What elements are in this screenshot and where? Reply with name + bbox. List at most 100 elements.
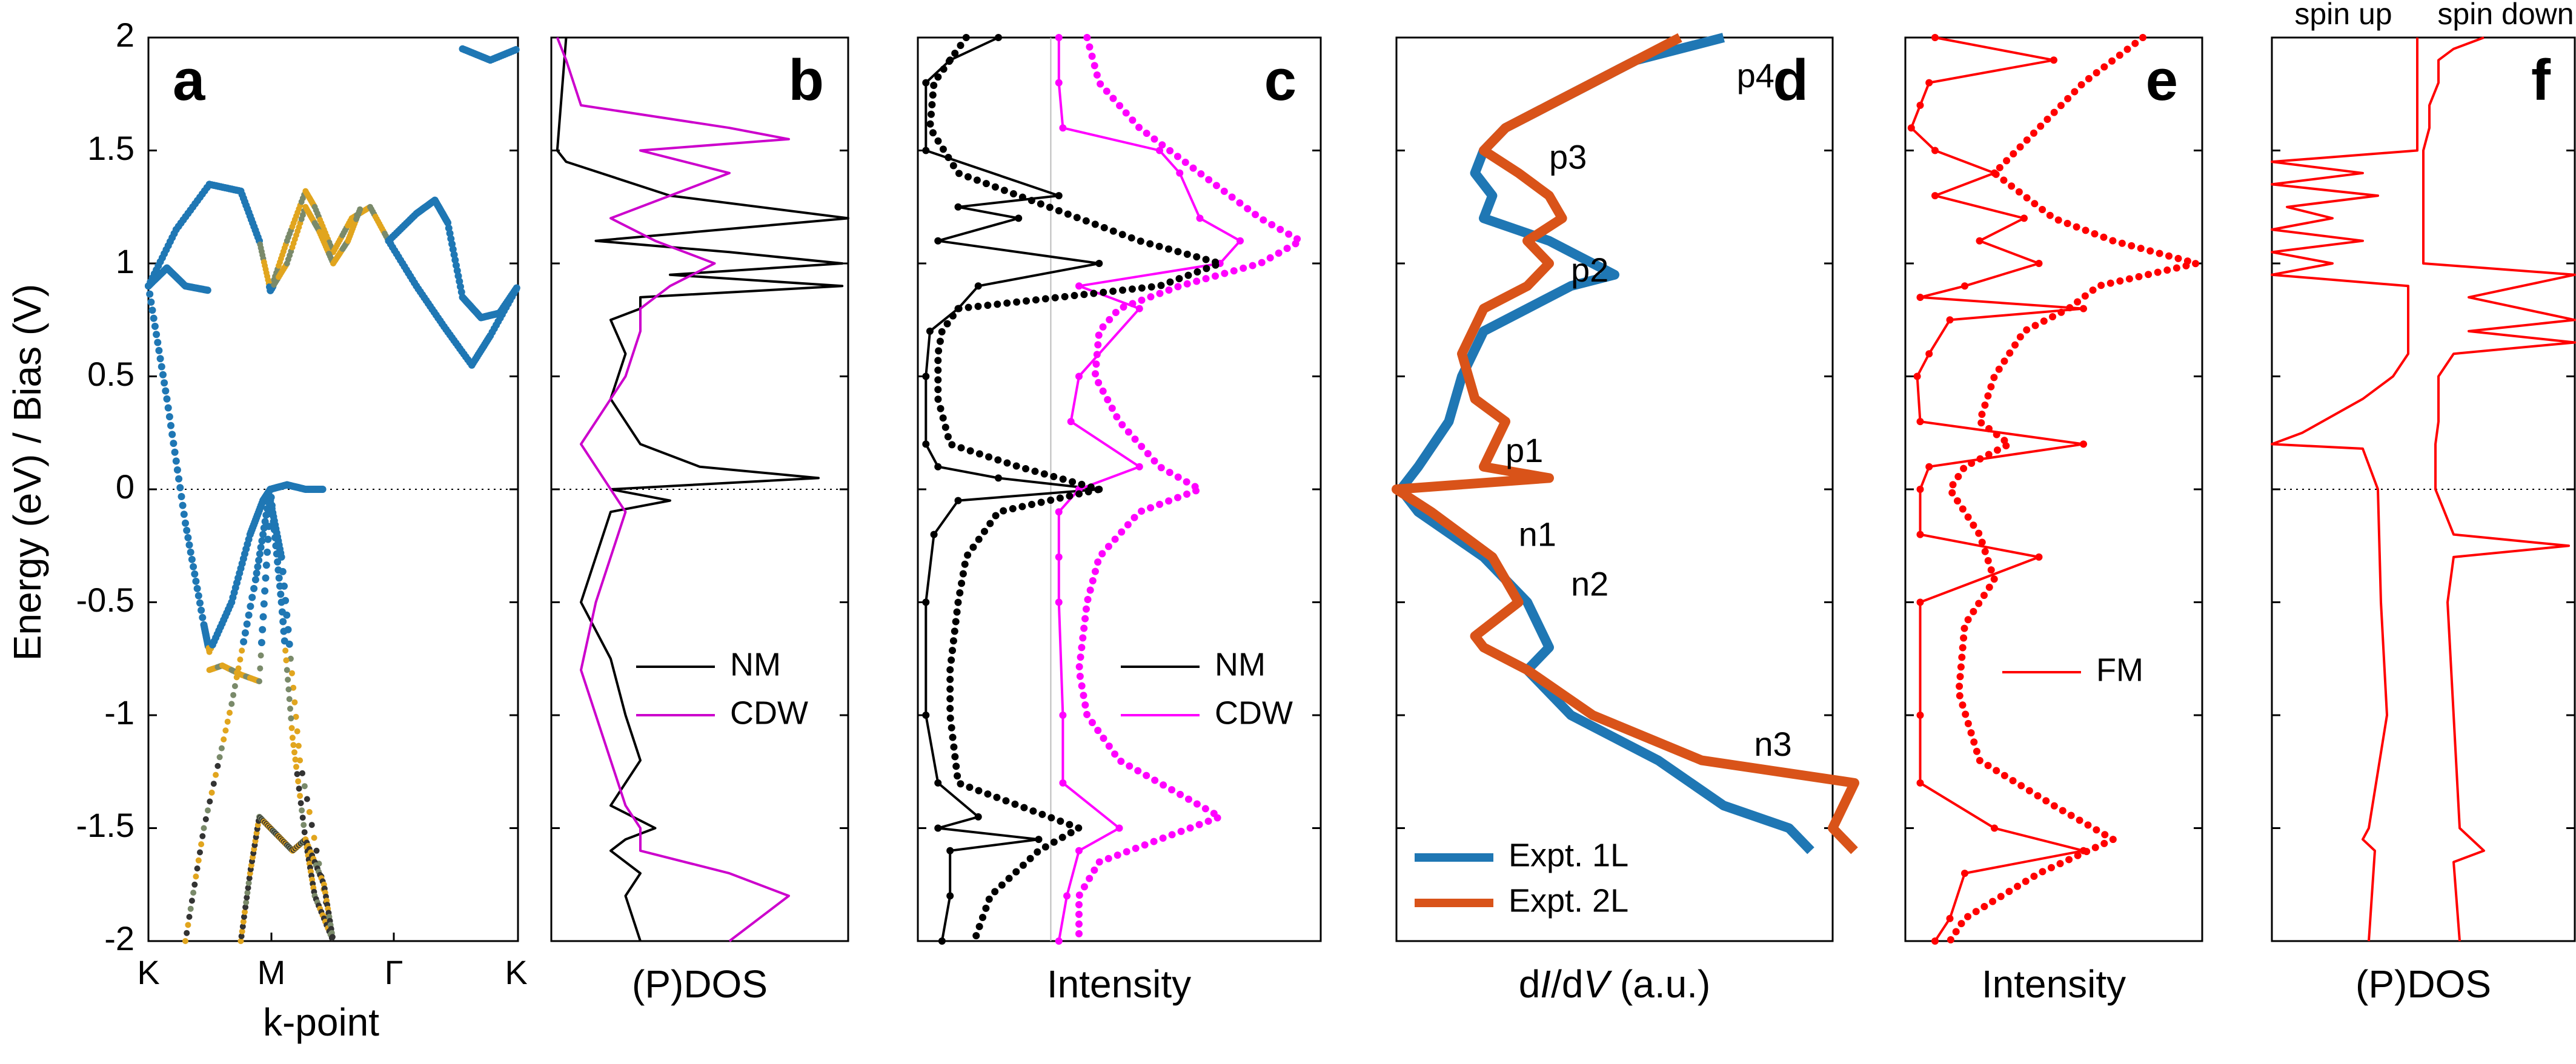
series-nm-point [922,598,930,606]
band-point [291,749,297,756]
band-point [188,897,195,904]
band-point [311,834,317,841]
series-cdw-point [1067,418,1075,426]
series-fm-point [1916,779,1924,787]
band-point [210,781,217,787]
band-point [185,541,193,549]
series-nm-point [1015,214,1023,222]
series-nm-point [922,440,930,448]
series-nm-point [954,497,962,504]
panel-f-marks [2271,36,2576,942]
panel-d-x-title-prefix: d [1519,962,1541,1006]
panel-d-x-title-voltage: V [1583,962,1612,1006]
series-cdw-point [1059,779,1067,787]
series-fm-point [1931,192,1939,200]
band-point [308,822,315,828]
band-point [279,618,287,626]
peak-label-p3: p3 [1549,137,1587,176]
panel-a-band-structure: a K M Γ K k-point [137,36,528,1044]
band-point [151,322,159,330]
series-spin-down-curve [2422,36,2576,942]
series-cdw-point [1055,34,1063,41]
band-point [159,371,167,378]
series-fm-point [1961,870,1968,877]
band-point [329,934,336,940]
series-nm-point [974,282,982,290]
peak-label-p4: p4 [1737,56,1774,94]
band-point [204,286,211,294]
series-unnamed-3-curve [1075,34,1309,945]
band-point [197,849,203,856]
band-point [277,598,285,606]
band-point [165,413,173,421]
band-point [231,683,238,689]
band-point [270,526,278,534]
series-cdw-point [1075,372,1083,380]
band-point [199,613,207,621]
band-point [245,880,252,887]
band-point [239,928,245,934]
series-cdw-point [1059,712,1067,719]
peak-label-n3: n3 [1754,725,1791,763]
panel-b-marks [551,36,849,942]
band-point [233,674,240,681]
band-point [261,587,269,595]
band-point [271,534,279,541]
band-point [294,771,300,778]
y-tick-label: -2 [104,919,134,957]
band-point [164,404,172,412]
band-point [280,627,288,635]
panel-e-marks [1905,34,2202,945]
band-point [251,576,259,584]
series-cdw-point [1135,305,1143,312]
band-point [245,611,253,619]
series-fm-point [1916,712,1924,719]
band-point [270,518,277,526]
band-point [148,306,156,314]
panel-d-x-title-mid: /d [1551,962,1583,1006]
band-point [168,431,176,438]
band-point [153,331,161,339]
band-series-12 [237,813,336,944]
panel-b-frame [550,36,849,942]
y-tick-label: -1 [104,693,134,732]
band-point [194,865,201,872]
panel-b-dos: b NM CDW (P)DOS [550,36,849,1006]
band-point [301,783,308,790]
band-point [175,475,183,483]
series-unnamed-3 [1075,34,1309,945]
panel-f-header-spin-up: spin up [2294,0,2392,31]
series-fm-point [2050,56,2057,64]
band-point [276,582,284,590]
band-point [241,914,247,920]
band-point [297,757,304,764]
series-cdw-point [1059,124,1067,132]
series-fm-point [1916,486,1924,493]
band-point [205,807,211,814]
series-nm-point [946,847,954,854]
band-point [155,346,163,354]
band-point [259,626,267,633]
series-cdw-point [1196,214,1204,222]
panel-e-intensity: e FM Intensity [1904,34,2203,1006]
panel-d-x-title: dI/dV (a.u.) [1519,962,1711,1006]
band-point [357,206,363,213]
series-nm-point [938,937,946,945]
series-fm-point [1946,316,1954,324]
band-point [256,550,264,558]
band-point [170,440,178,448]
series-spin-down [2422,36,2576,942]
series-cdw-point [1075,282,1083,290]
series-nm-point [1035,836,1043,844]
panel-a-x-title: k-point [263,1000,379,1044]
band-point [207,798,213,805]
band-point [257,543,265,551]
band-point [194,592,202,600]
series-fm-point [1916,530,1924,538]
band-point [269,510,277,517]
band-point [264,548,271,556]
band-point [301,829,308,836]
band-point [313,847,320,854]
band-point [187,905,194,912]
